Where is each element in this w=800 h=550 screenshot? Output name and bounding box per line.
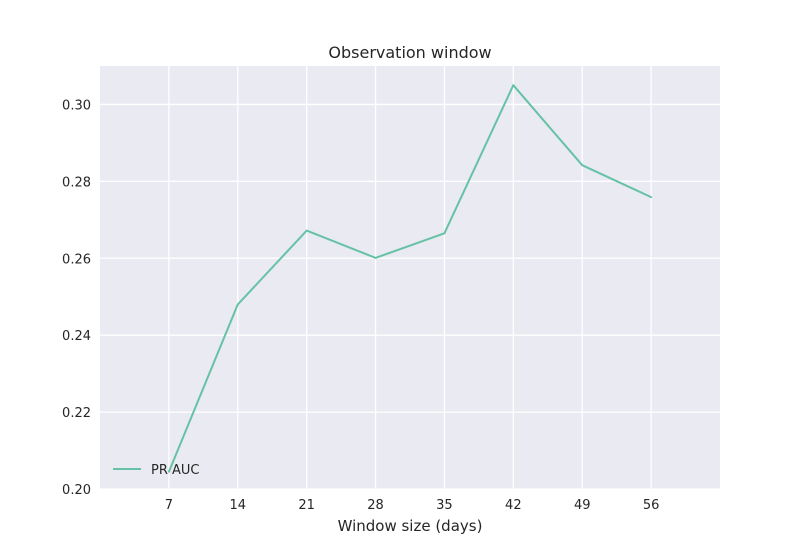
legend-label-pr-auc: PR AUC (151, 463, 200, 478)
y-tick-label: 0.24 (62, 329, 91, 344)
x-tick-label: 14 (230, 498, 247, 513)
y-tick-label: 0.30 (62, 98, 91, 113)
y-tick-label: 0.20 (62, 483, 91, 498)
x-tick-label: 21 (298, 498, 315, 513)
x-tick-labels: 7 14 21 28 35 42 49 56 (165, 498, 660, 513)
x-tick-label: 49 (574, 498, 591, 513)
x-axis-title: Window size (days) (338, 517, 483, 535)
y-tick-labels: 0.20 0.22 0.24 0.26 0.28 0.30 (62, 98, 91, 498)
plot-area (100, 66, 720, 489)
y-tick-label: 0.28 (62, 175, 91, 190)
x-tick-label: 7 (165, 498, 173, 513)
x-tick-label: 42 (505, 498, 522, 513)
series-line-pr-auc (167, 84, 653, 473)
legend: PR AUC (113, 463, 200, 478)
series-layer (167, 84, 653, 473)
chart-title: Observation window (328, 43, 491, 62)
x-tick-label: 56 (643, 498, 660, 513)
y-tick-label: 0.22 (62, 406, 91, 421)
x-tick-label: 35 (436, 498, 453, 513)
y-tick-label: 0.26 (62, 252, 91, 267)
x-tick-label: 28 (367, 498, 384, 513)
